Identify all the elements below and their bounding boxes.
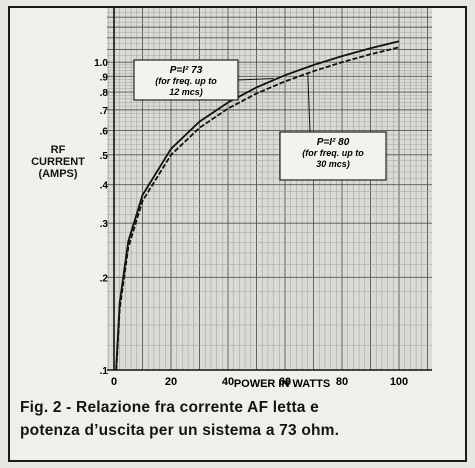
series-label-text: P=I² 73	[170, 65, 203, 76]
series-lines	[115, 40, 400, 371]
series-label-text: (for freq. up to	[155, 76, 217, 86]
y-tick-label: .9	[100, 72, 109, 83]
x-tick-labels: 0 20 40 60 80 100	[111, 376, 408, 388]
chart: .1 .2 .3 .4 .5 .6 .7 .8 .9 1.0 0 20 40 60 80 100 P=I² …	[94, 8, 432, 390]
x-tick-label: 40	[222, 376, 234, 388]
y-tick-label: .5	[100, 151, 109, 162]
x-tick-label: 80	[336, 376, 348, 388]
y-tick-label: .3	[100, 219, 109, 230]
y-tick-label: .8	[100, 88, 109, 99]
series-label-box	[279, 131, 387, 181]
series-label-text: P=I² 80	[317, 137, 350, 148]
figure-panel: .1 .2 .3 .4 .5 .6 .7 .8 .9 1.0 0 20 40 60 80 100 P=I² …	[8, 6, 467, 462]
y-tick-label: 1.0	[94, 58, 108, 69]
series-label-text: 30 mcs)	[316, 159, 350, 169]
y-tick-label: .4	[100, 181, 109, 192]
series-label-text: 12 mcs)	[169, 87, 203, 97]
leader-line	[307, 74, 311, 133]
x-tick-label: 20	[165, 376, 177, 388]
y-tick-label: .1	[100, 366, 109, 377]
y-axis-title-line: RF	[50, 144, 66, 156]
x-tick-label: 60	[279, 376, 291, 388]
caption-line: potenza d’uscita per un sistema a 73 ohm…	[20, 422, 340, 439]
axes	[107, 8, 432, 371]
y-tick-labels: .1 .2 .3 .4 .5 .6 .7 .8 .9 1.0	[94, 58, 108, 377]
y-axis-title-line: CURRENT	[31, 156, 85, 168]
y-axis-title-line: (AMPS)	[38, 168, 78, 180]
y-tick-label: .7	[100, 106, 109, 117]
x-axis-title: POWER IN WATTS	[234, 378, 330, 390]
y-tick-label: .6	[100, 126, 109, 137]
series-line	[115, 40, 400, 371]
figure-caption: Fig. 2 - Relazione fra corrente AF letta…	[20, 396, 460, 442]
series-label-box	[133, 59, 239, 101]
x-tick-label: 100	[390, 376, 408, 388]
y-tick-label: .2	[100, 273, 109, 284]
y-axis-title: RF CURRENT (AMPS)	[28, 144, 88, 180]
series-line	[115, 46, 400, 371]
caption-line: Fig. 2 - Relazione fra corrente AF letta…	[20, 399, 319, 416]
leader-line	[237, 78, 274, 81]
x-tick-label: 0	[111, 376, 117, 388]
series-label-text: (for freq. up to	[302, 148, 364, 158]
